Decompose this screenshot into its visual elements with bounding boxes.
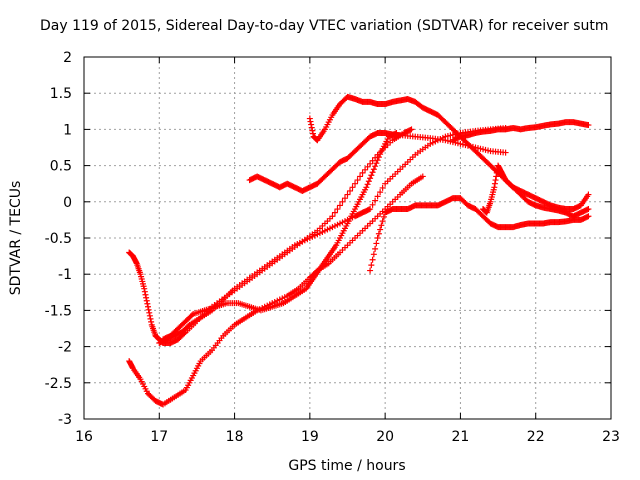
data-point-markers [367, 195, 592, 274]
series-trace-7 [367, 195, 592, 274]
y-axis-label: SDTVAR / TECUs [8, 181, 24, 296]
x-axis-label: GPS time / hours [288, 458, 405, 474]
x-tick-label: 23 [602, 429, 620, 445]
series-trace-5 [246, 130, 509, 194]
series-trace-8 [449, 119, 592, 144]
y-tick-label: 0.5 [50, 159, 72, 175]
y-tick-label: -1 [58, 267, 72, 283]
x-tick-label: 18 [226, 429, 244, 445]
series-trace-3 [156, 124, 509, 346]
series-trace-1 [126, 173, 426, 408]
data-point-markers [480, 162, 592, 220]
x-tick-label: 17 [150, 429, 168, 445]
plot-frame [83, 56, 612, 420]
y-tick-label: -1.5 [45, 303, 72, 319]
y-tick-label: 1.5 [50, 86, 72, 102]
y-tick-label: -2.5 [45, 376, 72, 392]
data-point-markers [160, 130, 400, 343]
axis-ticks: 16 17 18 19 20 21 22 23 -3 -2.5 -2 -1.5 -1 -0.5 0 0.5 1 1… [45, 50, 620, 445]
y-tick-label: -3 [58, 412, 72, 428]
chart-title: Day 119 of 2015, Sidereal Day-to-day VTE… [40, 18, 609, 34]
data-point-markers [449, 119, 592, 144]
y-tick-label: 1 [63, 122, 72, 138]
x-tick-label: 21 [452, 429, 470, 445]
x-tick-label: 20 [376, 429, 394, 445]
grid [84, 57, 611, 419]
data-point-markers [126, 173, 426, 408]
x-tick-label: 19 [301, 429, 319, 445]
data-points [126, 93, 592, 408]
x-tick-label: 16 [75, 429, 93, 445]
y-tick-label: 2 [63, 50, 72, 66]
data-point-markers [126, 126, 415, 346]
x-tick-label: 22 [527, 429, 545, 445]
series-trace-9 [480, 162, 592, 220]
y-tick-label: -0.5 [45, 231, 72, 247]
series-trace-2 [126, 126, 415, 346]
series-trace-4 [160, 130, 400, 343]
y-tick-label: -2 [58, 340, 72, 356]
data-point-markers [156, 124, 509, 346]
data-point-markers [246, 130, 509, 194]
y-tick-label: 0 [63, 195, 72, 211]
